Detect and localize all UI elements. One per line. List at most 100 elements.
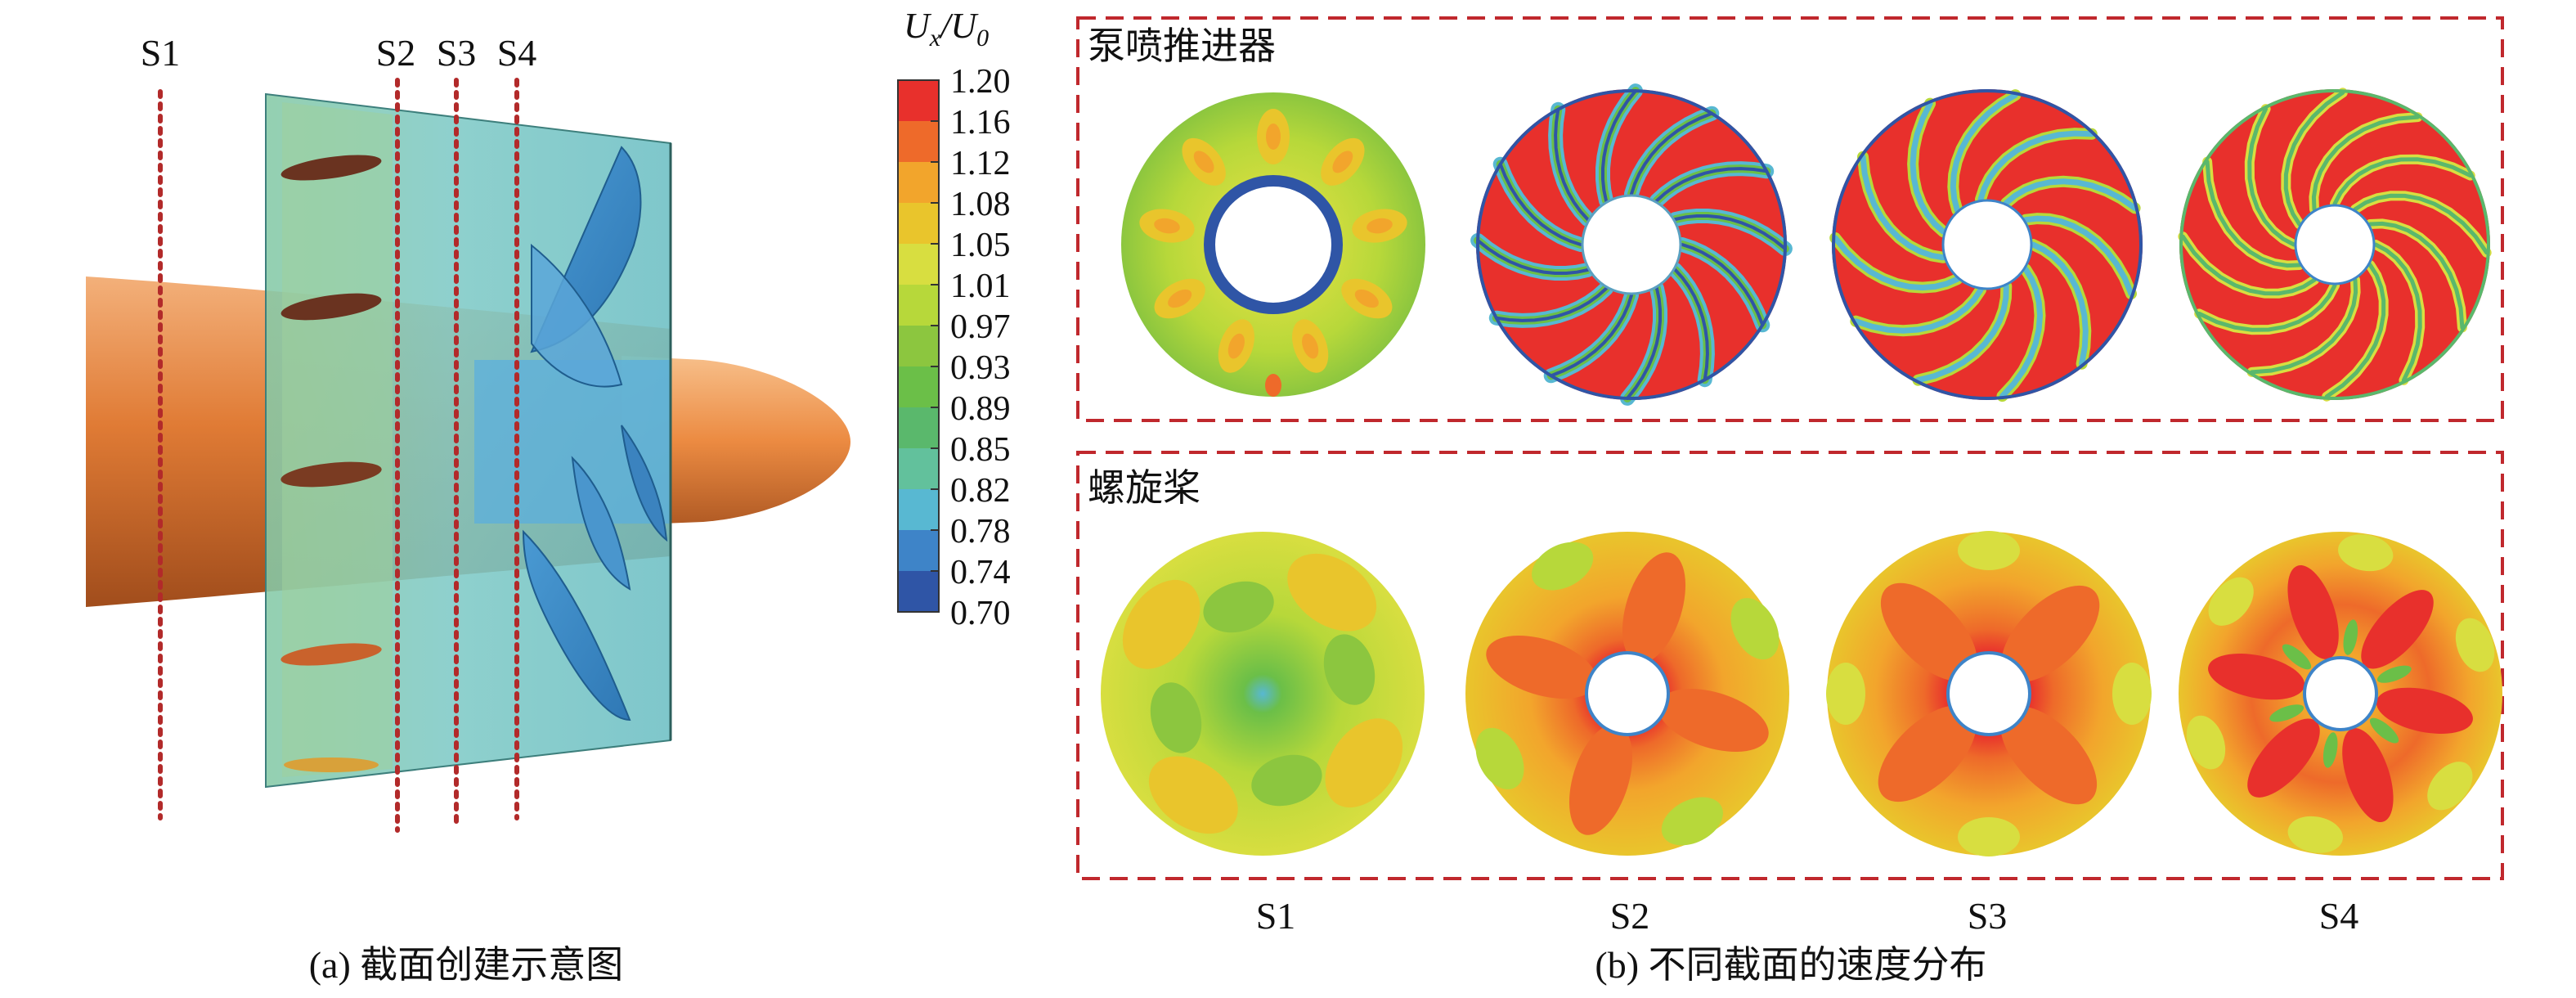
contour-blob [1532, 542, 1594, 591]
section-label-s2: S2 [376, 32, 416, 74]
contour-blob [1958, 817, 2020, 856]
contour-blob [1661, 797, 1723, 846]
contour-blob [1958, 531, 2020, 570]
colorbar-tick-label: 0.85 [950, 431, 1011, 469]
panel-a-caption: (a) 截面创建示意图 [309, 944, 624, 986]
colorbar-tick-label: 0.93 [950, 349, 1011, 387]
swirl-streak [2373, 242, 2422, 383]
swirl-streak [2197, 283, 2337, 332]
swirl-streak [1999, 266, 2044, 399]
contour-petal-core [1168, 289, 1192, 308]
pump-disk-s3-hub [1941, 199, 2033, 290]
prop-disk-s2-blobs [1475, 542, 1779, 846]
prop-disk-s4 [2179, 532, 2502, 856]
contour-blob [2269, 704, 2304, 722]
colorbar: Ux/U0 1.201.161.121.081.051.010.970.930.… [897, 6, 1011, 632]
contour-blob [2001, 585, 2100, 682]
contour-petal-core [1266, 124, 1281, 150]
prop-disk-s2-hub [1585, 651, 1670, 736]
contour-blob [2427, 762, 2473, 811]
colorbar-tick-label: 0.97 [950, 308, 1011, 346]
pump-disk-s1-hub-ring [1204, 175, 1343, 314]
swirl-streak [2332, 157, 2473, 206]
contour-blob [2361, 590, 2434, 669]
column-label-s3: S3 [1968, 895, 2008, 937]
contour-petal-core [1332, 151, 1353, 173]
pump-disk-s3 [1829, 89, 2143, 402]
contour-hotspot [1265, 374, 1281, 397]
swirl-streak [1673, 268, 1709, 382]
prop-disk-s1-blobs [1122, 553, 1403, 834]
contour-blob [2208, 654, 2305, 700]
swirl-streak [1832, 235, 1960, 291]
colorbar-tick-label: 1.01 [950, 267, 1011, 305]
prop-disk-s1 [1101, 532, 1425, 856]
section-label-s1: S1 [141, 32, 181, 74]
contour-blob [1150, 682, 1202, 753]
contour-blob [1122, 579, 1200, 669]
pump-disk-s4-hub [2294, 204, 2376, 285]
contour-blob [1622, 552, 1686, 663]
swirl-streak [1655, 167, 1769, 203]
contour-petal-core [1193, 151, 1214, 173]
prop-group-label: 螺旋桨 [1088, 467, 1200, 509]
prop-disk-s4-blobs [2186, 534, 2495, 853]
swirl-streak [2205, 160, 2302, 268]
swirl-streak [1494, 286, 1608, 322]
swirl-streak [1910, 101, 1946, 235]
contour-blob [2376, 665, 2412, 683]
disk-rim [1476, 89, 1787, 400]
swirl-streak [2283, 90, 2345, 227]
colorbar-swatch [898, 571, 939, 613]
disk-rim [1832, 89, 2143, 400]
colorbar-swatch [898, 530, 939, 572]
colorbar-swatch [898, 121, 939, 163]
stator-vane [284, 757, 379, 772]
swirl-streak [2250, 277, 2358, 375]
contour-petal-core [1302, 333, 1319, 359]
contour-blob [1730, 598, 1779, 660]
contour-blob [2322, 732, 2338, 768]
contour-blob [1568, 724, 1633, 835]
colorbar-tick-label: 1.12 [950, 145, 1011, 182]
column-label-s4: S4 [2319, 895, 2359, 937]
colorbar-swatch [898, 366, 939, 408]
swirl-streak [2030, 241, 2089, 367]
contour-blob [1658, 688, 1769, 753]
panel-b: 泵喷推进器 螺旋桨 [1076, 16, 2504, 986]
contour-petal-core [1367, 218, 1393, 234]
swirl-streak [1852, 286, 1984, 334]
contour-blob [2342, 728, 2394, 823]
panel-a-geometry [86, 92, 850, 789]
rotor-blade [522, 529, 631, 722]
colorbar-swatch [898, 244, 939, 285]
colorbar-tick-label: 0.82 [950, 472, 1011, 510]
contour-blob [2287, 816, 2343, 853]
contour-blob [1287, 553, 1377, 632]
contour-blob [2112, 663, 2152, 725]
contour-petal-core [1154, 218, 1180, 234]
contour-blob [2343, 619, 2358, 655]
contour-blob [2369, 717, 2399, 744]
pump-group-box [1076, 16, 2504, 422]
contour-petal-core [1227, 333, 1245, 359]
swirl-streak [2353, 193, 2489, 255]
disk-rim [2179, 89, 2490, 400]
swirl-streak [1554, 107, 1590, 221]
stator-vane [280, 643, 382, 666]
column-label-s1: S1 [1256, 895, 1296, 937]
duct-inner-strip [282, 102, 393, 777]
colorbar-ticks: 1.201.161.12 1.08 1.051.010.970.930.890.85… [931, 63, 1011, 632]
stator-vane [280, 293, 382, 321]
swirl-streak [2003, 178, 2138, 211]
contour-blob [1475, 727, 1524, 789]
contour-blob [1323, 634, 1376, 705]
contour-blob [1325, 718, 1403, 808]
pump-disk-s4-blades [2178, 88, 2492, 402]
colorbar-tick-label: 0.70 [950, 595, 1011, 632]
hub-nose [622, 356, 850, 525]
contour-blob [2376, 687, 2473, 734]
contour-blob [2247, 718, 2320, 798]
pump-disk-s2-blades [1470, 83, 1793, 406]
contour-blob [1880, 582, 1977, 681]
